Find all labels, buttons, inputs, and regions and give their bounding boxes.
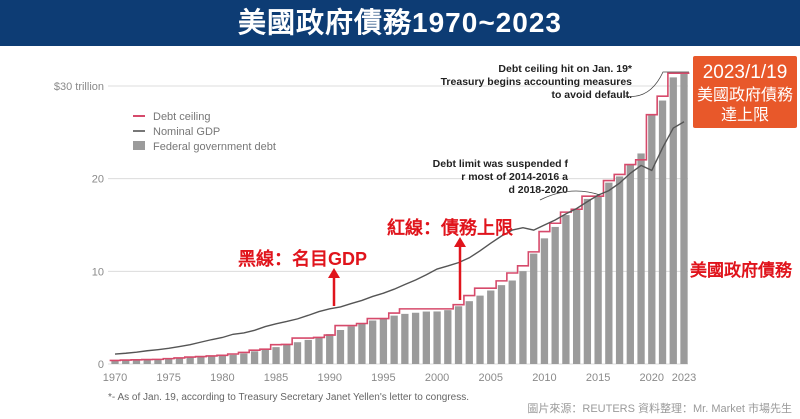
annotation-leader <box>539 190 601 201</box>
debt-bar <box>111 360 119 364</box>
x-tick-label: 1975 <box>156 372 180 384</box>
debt-bar <box>261 349 269 364</box>
debt-bar <box>519 271 527 364</box>
debt-bar <box>465 301 473 364</box>
debt-bar <box>143 359 151 364</box>
nominal-gdp-line <box>114 121 685 355</box>
debt-bar <box>336 329 345 364</box>
debt-bar <box>250 351 259 364</box>
debt-bar <box>132 359 141 364</box>
x-tick-label: 2005 <box>479 372 503 384</box>
debt-bar <box>186 357 194 364</box>
legend-label: Debt ceiling <box>153 111 210 123</box>
callout-text: 美國政府債務達上限 <box>696 87 793 124</box>
debt-bar <box>497 285 506 364</box>
x-tick-label: 2015 <box>586 372 610 384</box>
gdp-arrow-head <box>328 268 340 278</box>
debt-bar <box>658 100 667 364</box>
debt-bar <box>594 195 602 364</box>
debt-bar <box>272 347 280 364</box>
debt-bar <box>207 356 216 364</box>
debt-bar <box>175 358 184 364</box>
debt-bar <box>401 313 409 364</box>
debt-bar <box>444 310 452 364</box>
x-tick-label: 1980 <box>210 372 234 384</box>
ceiling-arrow-head <box>454 237 466 247</box>
debt-bar <box>637 153 645 364</box>
gdp-line-label: 黑線：名目GDP <box>238 249 368 269</box>
legend-debt-swatch <box>133 141 145 150</box>
debt-bar <box>197 356 205 364</box>
debt-bar <box>551 226 559 364</box>
debt-bar <box>615 176 624 364</box>
image-credit: 圖片來源：REUTERS 資料整理：Mr. Market 市場先生 <box>527 403 792 415</box>
debt-bar <box>583 198 592 364</box>
debt-bar <box>390 315 398 364</box>
date-callout: 2023/1/19 美國政府債務達上限 <box>693 56 797 128</box>
debt-bar <box>358 323 366 364</box>
debt-bar <box>304 339 312 364</box>
debt-bar <box>487 290 495 364</box>
x-tick-label: 2010 <box>532 372 556 384</box>
x-tick-label: 1970 <box>103 372 127 384</box>
debt-bar <box>218 355 227 364</box>
debt-bar <box>540 238 549 364</box>
y-tick-label: $30 trillion <box>54 81 104 93</box>
debt-bar <box>240 353 248 364</box>
debt-bar <box>326 334 334 364</box>
annotation-leader <box>624 71 689 97</box>
x-tick-label: 1990 <box>317 372 341 384</box>
debt-bar <box>315 337 323 364</box>
debt-bar <box>433 311 441 364</box>
debt-bar <box>411 312 420 364</box>
debt-bar <box>605 182 613 364</box>
debt-bar <box>347 326 355 364</box>
debt-bar <box>369 320 377 364</box>
legend-label: Nominal GDP <box>153 126 220 138</box>
y-tick-label: 10 <box>92 266 104 278</box>
footnote: *- As of Jan. 19, according to Treasury … <box>108 392 469 403</box>
debt-bar <box>476 295 484 364</box>
page-title: 美國政府債務1970~2023 <box>238 7 562 38</box>
debt-bar <box>530 253 538 364</box>
x-tick-label: 2000 <box>425 372 449 384</box>
callout-date: 2023/1/19 <box>702 62 788 83</box>
annotation-ceiling-hit: Debt ceiling hit on Jan. 19* Treasury be… <box>438 63 633 101</box>
debt-chart: 0 10 20 $30 trillion 1970 1975 1980 1985 1990 199… <box>54 63 696 384</box>
debt-bar <box>122 360 130 364</box>
debt-bar <box>165 358 173 364</box>
x-tick-label: 1985 <box>264 372 288 384</box>
y-tick-label: 20 <box>92 174 104 186</box>
legend-label: Federal government debt <box>153 141 276 153</box>
debt-bar <box>293 342 302 364</box>
debt-bar <box>572 208 581 364</box>
debt-bar <box>422 311 430 364</box>
title-banner <box>0 0 800 46</box>
debt-bar <box>562 215 570 364</box>
debt-bar <box>508 280 516 364</box>
debt-ceiling-line <box>109 72 690 362</box>
debt-bar <box>454 306 463 364</box>
debt-side-label: 美國政府債務 <box>690 261 792 280</box>
debt-bar <box>669 77 677 364</box>
debt-bar <box>680 73 688 364</box>
debt-bar <box>154 359 162 364</box>
ceiling-line-label: 紅線：債務上限 <box>387 218 513 238</box>
x-tick-label: 1995 <box>371 372 395 384</box>
debt-bar <box>283 344 291 364</box>
debt-bar <box>379 317 388 364</box>
debt-bar <box>648 114 656 364</box>
debt-bar <box>229 354 237 364</box>
y-tick-label: 0 <box>98 359 104 371</box>
debt-bar <box>626 164 634 364</box>
x-tick-label: 2023 <box>672 372 696 384</box>
x-tick-label: 2020 <box>640 372 664 384</box>
